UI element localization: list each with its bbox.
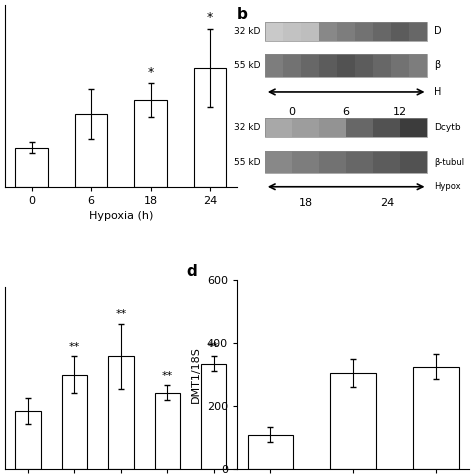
Bar — [194, 68, 227, 187]
Text: *: * — [207, 11, 213, 24]
FancyBboxPatch shape — [301, 54, 319, 77]
FancyBboxPatch shape — [373, 151, 401, 173]
FancyBboxPatch shape — [319, 118, 346, 137]
Text: H: H — [434, 87, 442, 97]
Bar — [134, 100, 167, 187]
Text: 12: 12 — [393, 107, 408, 117]
X-axis label: Hypoxia (h): Hypoxia (h) — [89, 211, 153, 221]
Y-axis label: DMT1/18S: DMT1/18S — [191, 346, 201, 403]
FancyBboxPatch shape — [392, 22, 410, 41]
Text: β: β — [434, 60, 441, 71]
FancyBboxPatch shape — [346, 118, 373, 137]
Bar — [265, 118, 428, 137]
FancyBboxPatch shape — [265, 54, 283, 77]
FancyBboxPatch shape — [337, 54, 355, 77]
FancyBboxPatch shape — [265, 22, 283, 41]
Bar — [330, 373, 376, 469]
Bar — [62, 374, 87, 469]
Text: 32 kD: 32 kD — [234, 27, 260, 36]
Bar — [265, 54, 428, 77]
Text: **: ** — [69, 342, 80, 352]
FancyBboxPatch shape — [410, 22, 428, 41]
Text: Dcytb: Dcytb — [434, 124, 461, 132]
FancyBboxPatch shape — [373, 54, 392, 77]
Text: D: D — [434, 26, 442, 36]
FancyBboxPatch shape — [292, 151, 319, 173]
Text: Hypox: Hypox — [434, 182, 461, 191]
Text: 0: 0 — [289, 107, 295, 117]
Bar — [155, 393, 180, 469]
FancyBboxPatch shape — [337, 22, 355, 41]
Text: 55 kD: 55 kD — [234, 158, 260, 166]
Text: 32 kD: 32 kD — [234, 124, 260, 132]
Text: 18: 18 — [299, 198, 312, 208]
FancyBboxPatch shape — [392, 54, 410, 77]
Bar — [15, 411, 41, 469]
FancyBboxPatch shape — [319, 22, 337, 41]
FancyBboxPatch shape — [265, 118, 292, 137]
FancyBboxPatch shape — [401, 118, 428, 137]
Bar — [265, 22, 428, 41]
Bar — [265, 151, 428, 173]
FancyBboxPatch shape — [319, 54, 337, 77]
Text: **: ** — [115, 309, 127, 319]
FancyBboxPatch shape — [355, 54, 373, 77]
FancyBboxPatch shape — [373, 118, 401, 137]
Bar — [108, 356, 134, 469]
FancyBboxPatch shape — [346, 151, 373, 173]
Bar — [201, 364, 227, 469]
FancyBboxPatch shape — [283, 54, 301, 77]
FancyBboxPatch shape — [373, 22, 392, 41]
FancyBboxPatch shape — [265, 151, 292, 173]
FancyBboxPatch shape — [301, 22, 319, 41]
Text: *: * — [147, 66, 154, 79]
Text: **: ** — [208, 342, 219, 352]
Bar — [247, 435, 293, 469]
Text: b: b — [237, 7, 248, 22]
Text: 24: 24 — [380, 198, 394, 208]
Text: d: d — [186, 264, 197, 280]
Bar — [413, 366, 459, 469]
Text: 6: 6 — [343, 107, 350, 117]
Text: β-tubul: β-tubul — [434, 158, 465, 166]
FancyBboxPatch shape — [401, 151, 428, 173]
Bar — [15, 148, 48, 187]
Text: **: ** — [162, 371, 173, 381]
FancyBboxPatch shape — [355, 22, 373, 41]
Text: 55 kD: 55 kD — [234, 61, 260, 70]
FancyBboxPatch shape — [319, 151, 346, 173]
FancyBboxPatch shape — [410, 54, 428, 77]
FancyBboxPatch shape — [283, 22, 301, 41]
Bar — [75, 114, 108, 187]
FancyBboxPatch shape — [292, 118, 319, 137]
